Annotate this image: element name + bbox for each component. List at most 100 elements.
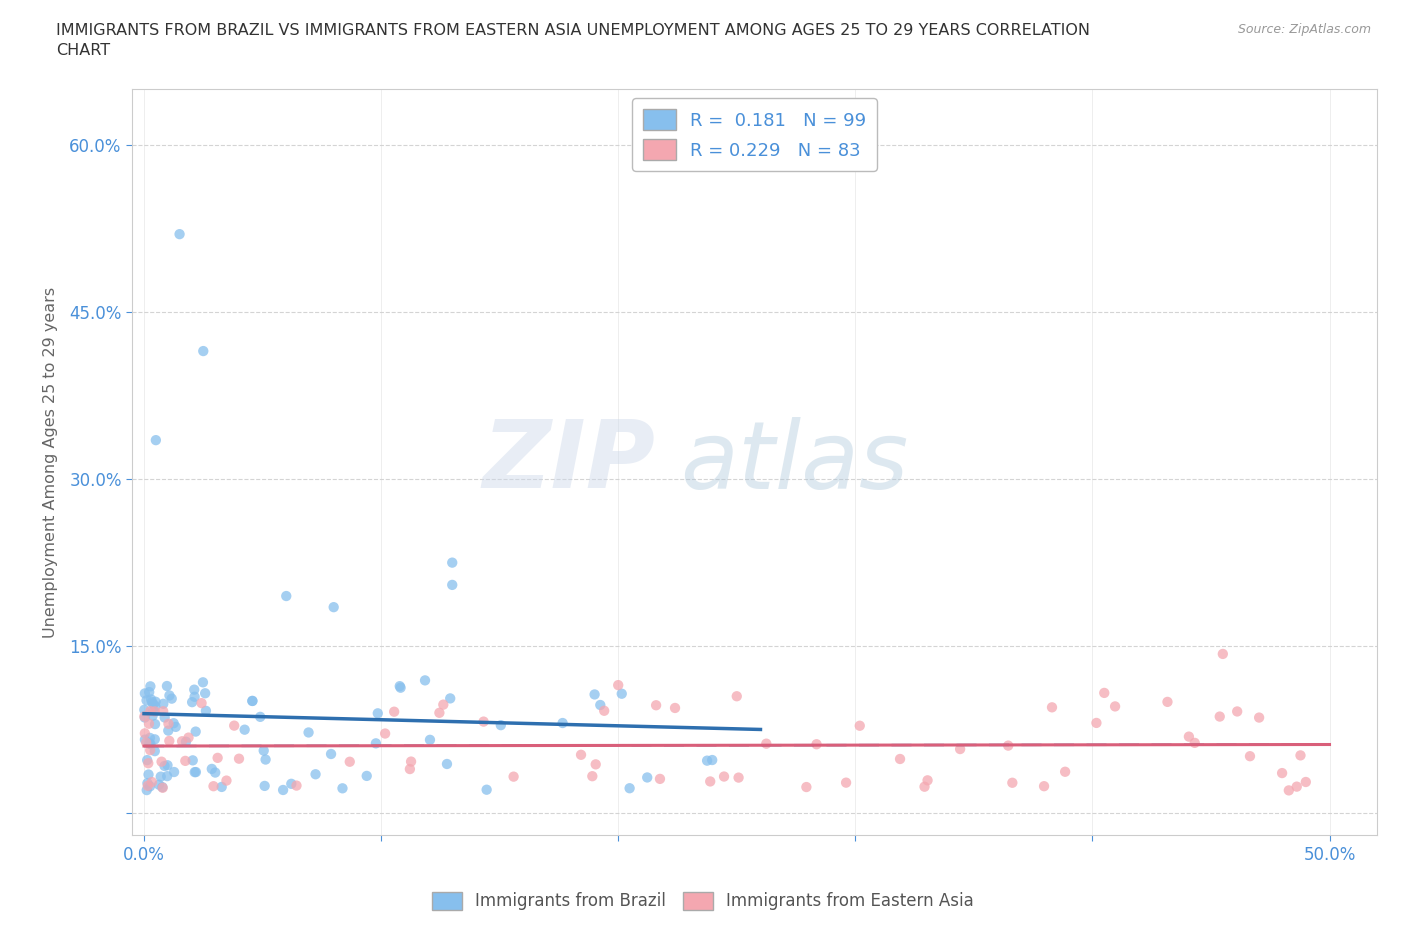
Point bbox=[713, 769, 735, 784]
Point bbox=[150, 754, 173, 769]
Point bbox=[997, 738, 1019, 753]
Point bbox=[699, 774, 721, 789]
Point bbox=[1212, 646, 1234, 661]
Point bbox=[138, 716, 160, 731]
Point bbox=[583, 687, 606, 702]
Point bbox=[190, 696, 212, 711]
Point bbox=[589, 698, 612, 712]
Point bbox=[253, 743, 276, 758]
Point bbox=[889, 751, 911, 766]
Point bbox=[169, 227, 191, 242]
Point bbox=[610, 686, 633, 701]
Point bbox=[142, 709, 165, 724]
Point bbox=[163, 716, 186, 731]
Point bbox=[135, 783, 157, 798]
Point bbox=[441, 555, 464, 570]
Point bbox=[1104, 699, 1126, 714]
Point bbox=[581, 769, 603, 784]
Point bbox=[184, 764, 207, 779]
Point bbox=[382, 704, 405, 719]
Point bbox=[1184, 736, 1206, 751]
Y-axis label: Unemployment Among Ages 25 to 29 years: Unemployment Among Ages 25 to 29 years bbox=[44, 286, 58, 638]
Point bbox=[143, 698, 166, 713]
Point bbox=[228, 751, 250, 766]
Point bbox=[134, 732, 156, 747]
Point bbox=[388, 679, 411, 694]
Point bbox=[153, 711, 176, 725]
Point bbox=[949, 741, 972, 756]
Point bbox=[319, 747, 342, 762]
Point bbox=[143, 732, 166, 747]
Point bbox=[139, 679, 162, 694]
Point bbox=[184, 764, 207, 779]
Point bbox=[240, 694, 263, 709]
Point bbox=[399, 762, 422, 777]
Point bbox=[322, 600, 344, 615]
Text: ZIP: ZIP bbox=[482, 417, 655, 509]
Point bbox=[1001, 776, 1024, 790]
Point bbox=[280, 777, 302, 791]
Point bbox=[364, 736, 387, 751]
Point bbox=[1178, 729, 1201, 744]
Point bbox=[211, 779, 233, 794]
Point bbox=[374, 726, 396, 741]
Point bbox=[183, 683, 205, 698]
Point bbox=[156, 679, 179, 694]
Point bbox=[429, 705, 451, 720]
Point bbox=[138, 767, 160, 782]
Point bbox=[135, 693, 157, 708]
Point bbox=[1040, 700, 1063, 715]
Point bbox=[297, 725, 319, 740]
Point bbox=[725, 689, 748, 704]
Point bbox=[152, 704, 174, 719]
Point bbox=[1239, 749, 1261, 764]
Point bbox=[917, 773, 939, 788]
Point bbox=[194, 685, 217, 700]
Point bbox=[1033, 778, 1056, 793]
Point bbox=[399, 754, 422, 769]
Point bbox=[157, 734, 180, 749]
Point bbox=[796, 779, 818, 794]
Point bbox=[134, 709, 156, 724]
Point bbox=[163, 764, 186, 779]
Point bbox=[304, 767, 326, 782]
Legend: R =  0.181   N = 99, R = 0.229   N = 83: R = 0.181 N = 99, R = 0.229 N = 83 bbox=[633, 99, 877, 171]
Point bbox=[183, 689, 205, 704]
Point bbox=[135, 735, 157, 750]
Point bbox=[1156, 695, 1178, 710]
Point bbox=[475, 782, 498, 797]
Point bbox=[914, 779, 936, 794]
Point bbox=[134, 686, 156, 701]
Point bbox=[389, 680, 412, 695]
Point bbox=[593, 703, 616, 718]
Point bbox=[174, 735, 197, 750]
Point bbox=[254, 752, 277, 767]
Point bbox=[285, 778, 308, 793]
Point bbox=[835, 776, 858, 790]
Point bbox=[207, 751, 229, 765]
Point bbox=[204, 765, 226, 780]
Point bbox=[157, 716, 180, 731]
Point bbox=[1226, 704, 1249, 719]
Point bbox=[139, 730, 162, 745]
Point bbox=[224, 718, 246, 733]
Text: atlas: atlas bbox=[681, 417, 908, 508]
Point bbox=[134, 726, 156, 741]
Point bbox=[585, 757, 607, 772]
Legend: Immigrants from Brazil, Immigrants from Eastern Asia: Immigrants from Brazil, Immigrants from … bbox=[426, 885, 980, 917]
Point bbox=[367, 706, 389, 721]
Point bbox=[727, 770, 749, 785]
Point bbox=[439, 691, 461, 706]
Point bbox=[143, 744, 166, 759]
Point bbox=[136, 776, 159, 790]
Text: Source: ZipAtlas.com: Source: ZipAtlas.com bbox=[1237, 23, 1371, 36]
Point bbox=[413, 673, 436, 688]
Point bbox=[177, 730, 200, 745]
Point bbox=[1092, 685, 1115, 700]
Point bbox=[174, 753, 197, 768]
Point bbox=[181, 753, 204, 768]
Point bbox=[636, 770, 658, 785]
Point bbox=[1278, 783, 1301, 798]
Point bbox=[1054, 764, 1077, 779]
Point bbox=[356, 768, 378, 783]
